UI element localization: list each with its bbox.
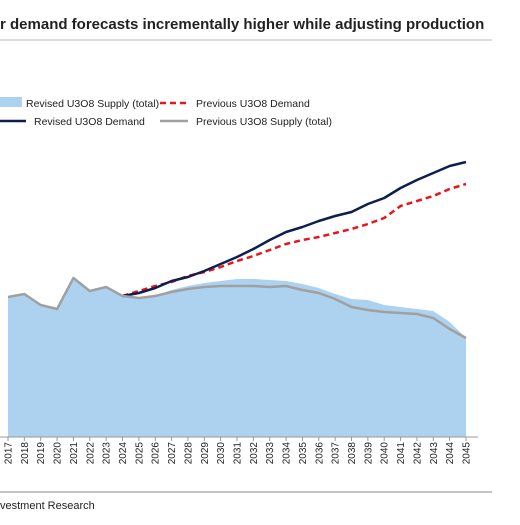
x-tick-label: 2024 [118, 442, 129, 465]
x-tick-label: 2038 [347, 442, 358, 465]
x-tick-label: 2036 [314, 442, 325, 465]
legend-label: Revised U3O8 Demand [34, 116, 145, 128]
x-tick-label: 2022 [85, 442, 96, 465]
x-tick-label: 2029 [200, 442, 211, 465]
x-tick-label: 2023 [102, 442, 113, 465]
x-tick-label: 2041 [396, 442, 407, 465]
x-tick-label: 2039 [363, 442, 374, 465]
x-tick-label: 2017 [4, 442, 15, 465]
x-tick-label: 2020 [53, 442, 64, 465]
x-tick-label: 2027 [167, 442, 178, 465]
series-line [122, 182, 467, 298]
legend-label: Revised U3O8 Supply (total) [26, 98, 159, 110]
source: vestment Research [0, 500, 95, 512]
x-tick-label: 2042 [412, 442, 423, 465]
chart-title: r demand forecasts incrementally higher … [0, 16, 484, 33]
supply-area [8, 278, 466, 437]
x-tick-label: 2028 [183, 442, 194, 465]
x-tick-label: 2026 [151, 442, 162, 465]
x-tick-label: 2032 [249, 442, 260, 465]
x-tick-label: 2019 [36, 442, 47, 465]
x-tick-label: 2044 [445, 442, 456, 465]
x-tick-label: 2037 [331, 442, 342, 465]
x-tick-label: 2031 [233, 442, 244, 465]
x-tick-label: 2030 [216, 442, 227, 465]
x-tick-label: 2025 [134, 442, 145, 465]
series-line [122, 160, 467, 298]
x-tick-label: 2021 [69, 442, 80, 465]
series-line [7, 276, 467, 340]
x-tick-label: 2034 [282, 442, 293, 465]
x-tick-label: 2045 [462, 442, 473, 465]
legend-swatch [0, 97, 22, 107]
legend-label: Previous U3O8 Demand [196, 98, 310, 110]
x-tick-label: 2043 [429, 442, 440, 465]
x-tick-label: 2018 [20, 442, 31, 465]
x-tick-label: 2035 [298, 442, 309, 465]
x-tick-label: 2040 [380, 442, 391, 465]
legend-label: Previous U3O8 Supply (total) [196, 116, 332, 128]
x-tick-label: 2033 [265, 442, 276, 465]
